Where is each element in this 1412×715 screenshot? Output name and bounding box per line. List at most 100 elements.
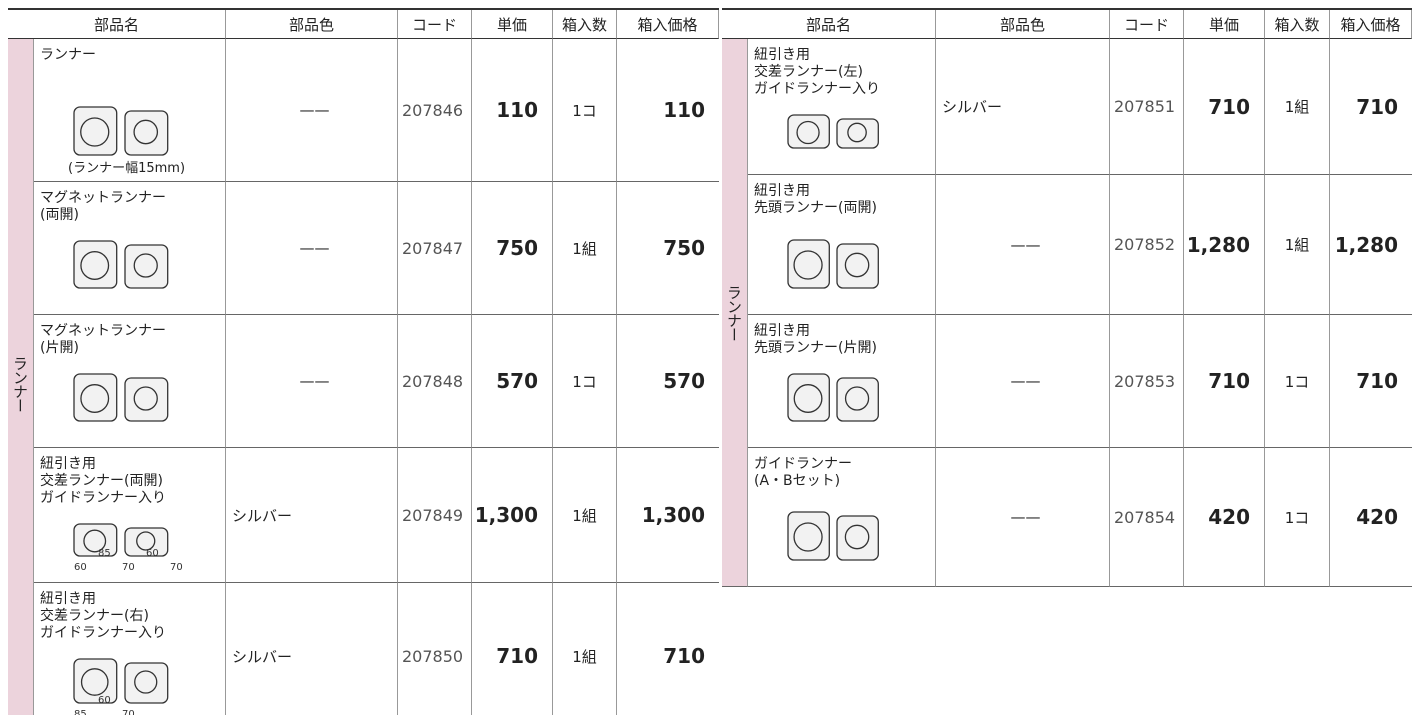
- price-cell: 570: [472, 315, 553, 448]
- dimension-label: 85: [98, 548, 111, 559]
- box-price-cell: 710: [1330, 315, 1412, 448]
- color-cell: ——: [936, 175, 1110, 315]
- name-cell: 紐引き用 交差ランナー(右) ガイドランナー入り 85 60 70: [34, 583, 226, 715]
- box-price-cell: 1,280: [1330, 175, 1412, 315]
- price-cell: 110: [472, 39, 553, 182]
- name-line: 交差ランナー(両開): [40, 473, 163, 489]
- illustration: [73, 373, 169, 422]
- name-cell: 紐引き用 先頭ランナー(両開): [748, 175, 936, 315]
- box-price-cell: 570: [617, 315, 719, 448]
- header-cell: 箱入数: [553, 10, 617, 39]
- header-cell: 単価: [1184, 10, 1265, 39]
- box-price-cell: 750: [617, 182, 719, 315]
- name-line: マグネットランナー: [40, 190, 166, 206]
- header-cell: 箱入価格: [1330, 10, 1412, 39]
- color-cell: ——: [226, 315, 398, 448]
- box-price-cell: 110: [617, 39, 719, 182]
- price-cell: 710: [1184, 315, 1265, 448]
- name-cell: ランナー (ランナー幅15mm): [34, 39, 226, 182]
- box-price-cell: 710: [1330, 39, 1412, 175]
- dimension-label: 70: [170, 562, 183, 573]
- illustration: [73, 106, 169, 156]
- code-cell: 207849: [398, 448, 472, 583]
- name-cell: マグネットランナー (片開): [34, 315, 226, 448]
- name-line: ガイドランナー入り: [754, 81, 880, 97]
- name-line: (片開): [40, 340, 79, 356]
- dimension-label: 70: [122, 562, 135, 573]
- name-line: 先頭ランナー(片開): [754, 340, 877, 356]
- box-qty-cell: 1コ: [1265, 315, 1330, 448]
- name-line: 紐引き用: [754, 183, 810, 199]
- box-qty-cell: 1組: [1265, 39, 1330, 175]
- box-qty-cell: 1コ: [553, 315, 617, 448]
- name-cell: 紐引き用 交差ランナー(両開) ガイドランナー入り 60 85 70 60 70: [34, 448, 226, 583]
- illustration: [787, 114, 879, 149]
- group-label: ランナー: [725, 284, 743, 341]
- code-cell: 207853: [1110, 315, 1184, 448]
- code-cell: 207846: [398, 39, 472, 182]
- name-line: ガイドランナー: [754, 456, 852, 472]
- name-line: (両開): [40, 207, 79, 223]
- name-line: マグネットランナー: [40, 323, 166, 339]
- color-cell: ——: [226, 39, 398, 182]
- dimension-label: 60: [98, 695, 111, 706]
- header-cell: コード: [1110, 10, 1184, 39]
- name-cell: 紐引き用 交差ランナー(左) ガイドランナー入り: [748, 39, 936, 175]
- name-line: 紐引き用: [754, 323, 810, 339]
- code-cell: 207851: [1110, 39, 1184, 175]
- price-cell: 750: [472, 182, 553, 315]
- color-cell: シルバー: [226, 583, 398, 715]
- box-qty-cell: 1組: [553, 583, 617, 715]
- box-price-cell: 420: [1330, 448, 1412, 587]
- code-cell: 207854: [1110, 448, 1184, 587]
- color-cell: ——: [936, 448, 1110, 587]
- code-cell: 207847: [398, 182, 472, 315]
- right-table: 部品名 部品色 コード 単価 箱入数 箱入価格 ランナー 紐引き用 交差ランナー(左) ガイドラン…: [722, 8, 1412, 715]
- name-cell: 紐引き用 先頭ランナー(片開): [748, 315, 936, 448]
- box-qty-cell: 1コ: [1265, 448, 1330, 587]
- price-cell: 420: [1184, 448, 1265, 587]
- price-cell: 1,280: [1184, 175, 1265, 315]
- illustration: [73, 658, 169, 704]
- illustration: [787, 373, 879, 422]
- box-qty-cell: 1組: [553, 448, 617, 583]
- name-line: 紐引き用: [40, 456, 96, 472]
- header-cell: 箱入数: [1265, 10, 1330, 39]
- dimension-label: 85: [74, 709, 87, 715]
- header-cell: 部品名: [722, 10, 936, 39]
- dimension-label: 70: [122, 709, 135, 715]
- name-line: ガイドランナー入り: [40, 490, 166, 506]
- illustration: [73, 240, 169, 289]
- color-cell: ——: [936, 315, 1110, 448]
- dimension-label: 60: [146, 548, 159, 559]
- note: (ランナー幅15mm): [68, 161, 186, 176]
- name-cell: マグネットランナー (両開): [34, 182, 226, 315]
- name-line: 先頭ランナー(両開): [754, 200, 877, 216]
- header-cell: コード: [398, 10, 472, 39]
- price-cell: 710: [472, 583, 553, 715]
- left-table: 部品名 部品色 コード 単価 箱入数 箱入価格 ランナー ランナー (ランナー幅15mm) —— 2…: [8, 8, 719, 715]
- box-qty-cell: 1組: [553, 182, 617, 315]
- box-price-cell: 1,300: [617, 448, 719, 583]
- color-cell: ——: [226, 182, 398, 315]
- box-qty-cell: 1組: [1265, 175, 1330, 315]
- name-cell: ガイドランナー (A・Bセット): [748, 448, 936, 587]
- name-line: 交差ランナー(左): [754, 64, 863, 80]
- group-cell: ランナー: [722, 39, 748, 587]
- code-cell: 207848: [398, 315, 472, 448]
- code-cell: 207850: [398, 583, 472, 715]
- illustration: [787, 511, 879, 561]
- header-cell: 部品色: [226, 10, 398, 39]
- name-line: ガイドランナー入り: [40, 625, 166, 641]
- header-cell: 部品名: [8, 10, 226, 39]
- color-cell: シルバー: [936, 39, 1110, 175]
- price-cell: 710: [1184, 39, 1265, 175]
- illustration: [73, 523, 169, 557]
- header-cell: 部品色: [936, 10, 1110, 39]
- code-cell: 207852: [1110, 175, 1184, 315]
- dimension-label: 60: [74, 562, 87, 573]
- name-line: (A・Bセット): [754, 473, 841, 489]
- header-cell: 箱入価格: [617, 10, 719, 39]
- group-cell: ランナー: [8, 39, 34, 715]
